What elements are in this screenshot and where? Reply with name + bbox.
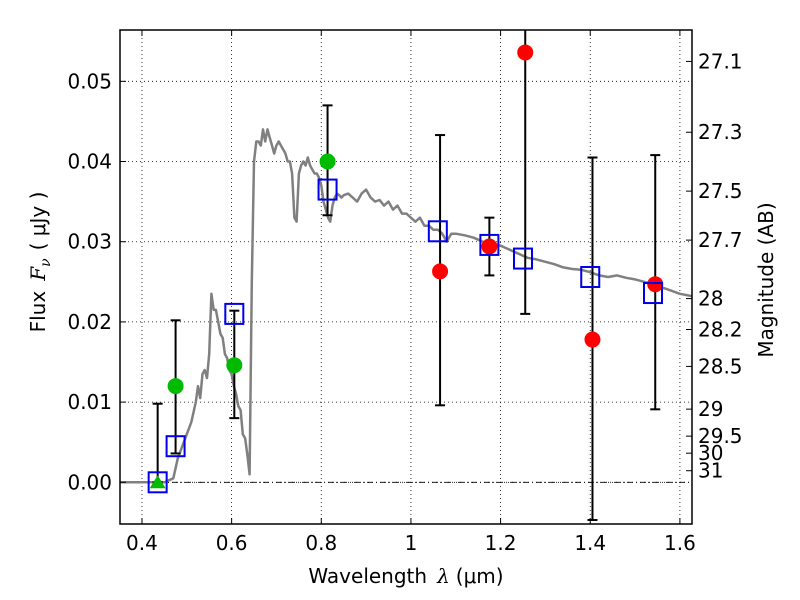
x-tick-label: 0.8 — [305, 531, 337, 555]
observed-point-red — [481, 238, 498, 255]
observed-point-triangle — [149, 475, 166, 489]
y2-tick-label: 29 — [698, 397, 723, 421]
y2-tick-label: 28.5 — [698, 354, 743, 378]
model-photometry-square — [513, 247, 533, 270]
observed-point-red — [647, 276, 664, 293]
y2-tick-label: 28 — [698, 287, 723, 311]
y-tick-label: 0.05 — [67, 69, 112, 93]
y-axis-label: FluxFν( μJy ) — [26, 192, 54, 333]
model-photometry-square — [580, 266, 601, 288]
x-tick-label: 0.4 — [126, 531, 158, 555]
model-photometry-square — [479, 233, 500, 256]
y-axis: 0.00 0.01 0.02 0.03 0.04 0.05 — [67, 69, 126, 494]
x-tick-label: 1 — [405, 531, 418, 555]
observed-point-green — [226, 357, 243, 374]
observed-point-green — [167, 378, 184, 395]
y2-tick-label: 27.5 — [698, 179, 743, 203]
y-tick-label: 0.02 — [67, 310, 112, 334]
x-axis: 0.4 0.6 0.8 1 1.2 1.4 1.6 — [126, 30, 696, 555]
data-points — [149, 44, 664, 489]
model-spectrum — [120, 128, 692, 484]
y2-tick-label: 29.5 — [698, 424, 743, 448]
model-photometry-square — [643, 282, 663, 305]
y2-tick-label: 28.2 — [698, 317, 743, 341]
y2-tick-label: 30 — [698, 441, 723, 465]
x-tick-label: 1.6 — [664, 531, 696, 555]
grid — [120, 30, 692, 524]
y2-tick-label: 31 — [698, 459, 723, 483]
x-axis-label: Wavelength λ (μm) — [308, 564, 503, 588]
model-photometry-square — [427, 220, 448, 243]
y2-tick-label: 27.7 — [698, 228, 743, 252]
x-tick-label: 1.4 — [574, 531, 606, 555]
observed-point-red — [517, 44, 534, 61]
y-tick-label: 0.03 — [67, 230, 112, 254]
y2-axis-label: Magnitude (AB) — [754, 202, 778, 357]
x-tick-label: 1.2 — [485, 531, 517, 555]
x-tick-label: 0.6 — [216, 531, 248, 555]
model-photometry-square — [147, 471, 168, 494]
observed-point-red — [432, 263, 449, 280]
model-photometry-square — [317, 178, 338, 201]
model-spectrum-line — [120, 128, 692, 484]
y-tick-label: 0.01 — [67, 390, 112, 414]
y2-tick-label: 27.1 — [698, 49, 743, 73]
observed-point-red — [584, 331, 601, 348]
model-photometry-square — [224, 302, 245, 325]
y2-tick-label: 27.3 — [698, 120, 743, 144]
y-tick-label: 0.00 — [67, 470, 112, 494]
model-photometry-square — [165, 435, 186, 458]
plot-frame — [119, 29, 693, 525]
model-photometry — [147, 178, 663, 494]
observed-point-green — [319, 153, 336, 170]
y-tick-label: 0.04 — [67, 150, 112, 174]
